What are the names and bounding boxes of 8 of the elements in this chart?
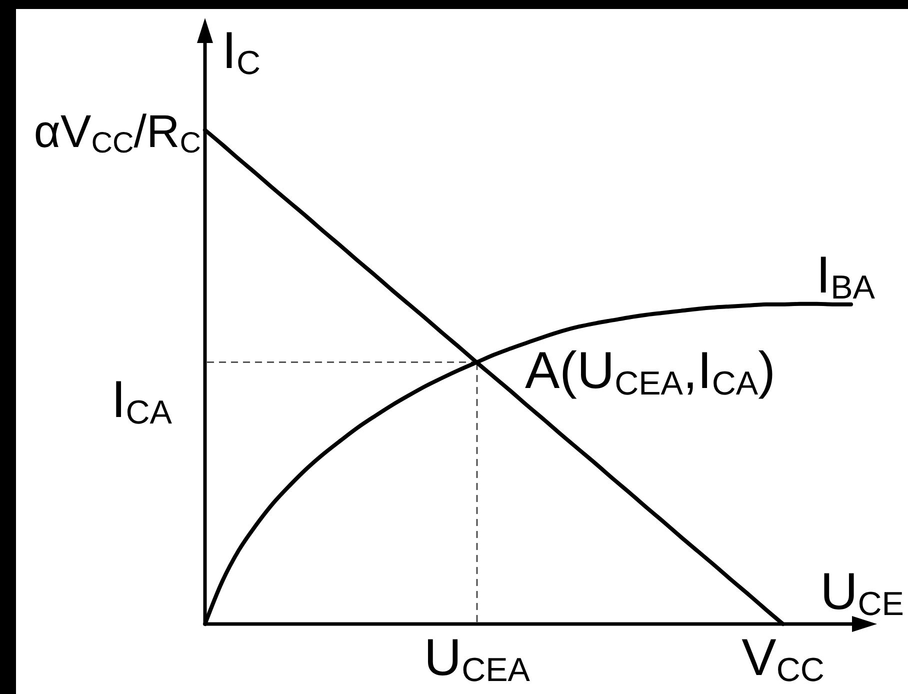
annotation: A(U$_{CEA}$,I$_{CA}$) bbox=[525, 342, 776, 402]
text: αV$_{CC}$/R$_{C}$ bbox=[34, 105, 201, 160]
x-tick-label: U$_{CEA}$ bbox=[424, 629, 531, 690]
ref-line-label: I$_{CA}$ bbox=[111, 371, 173, 432]
series-label: I$_{BA}$ bbox=[816, 246, 876, 307]
x-axis-title: U$_{CE}$ bbox=[820, 563, 904, 624]
y-axis-title: I$_{C}$ bbox=[222, 22, 260, 82]
x-tick-label: V$_{CC}$ bbox=[742, 629, 824, 690]
